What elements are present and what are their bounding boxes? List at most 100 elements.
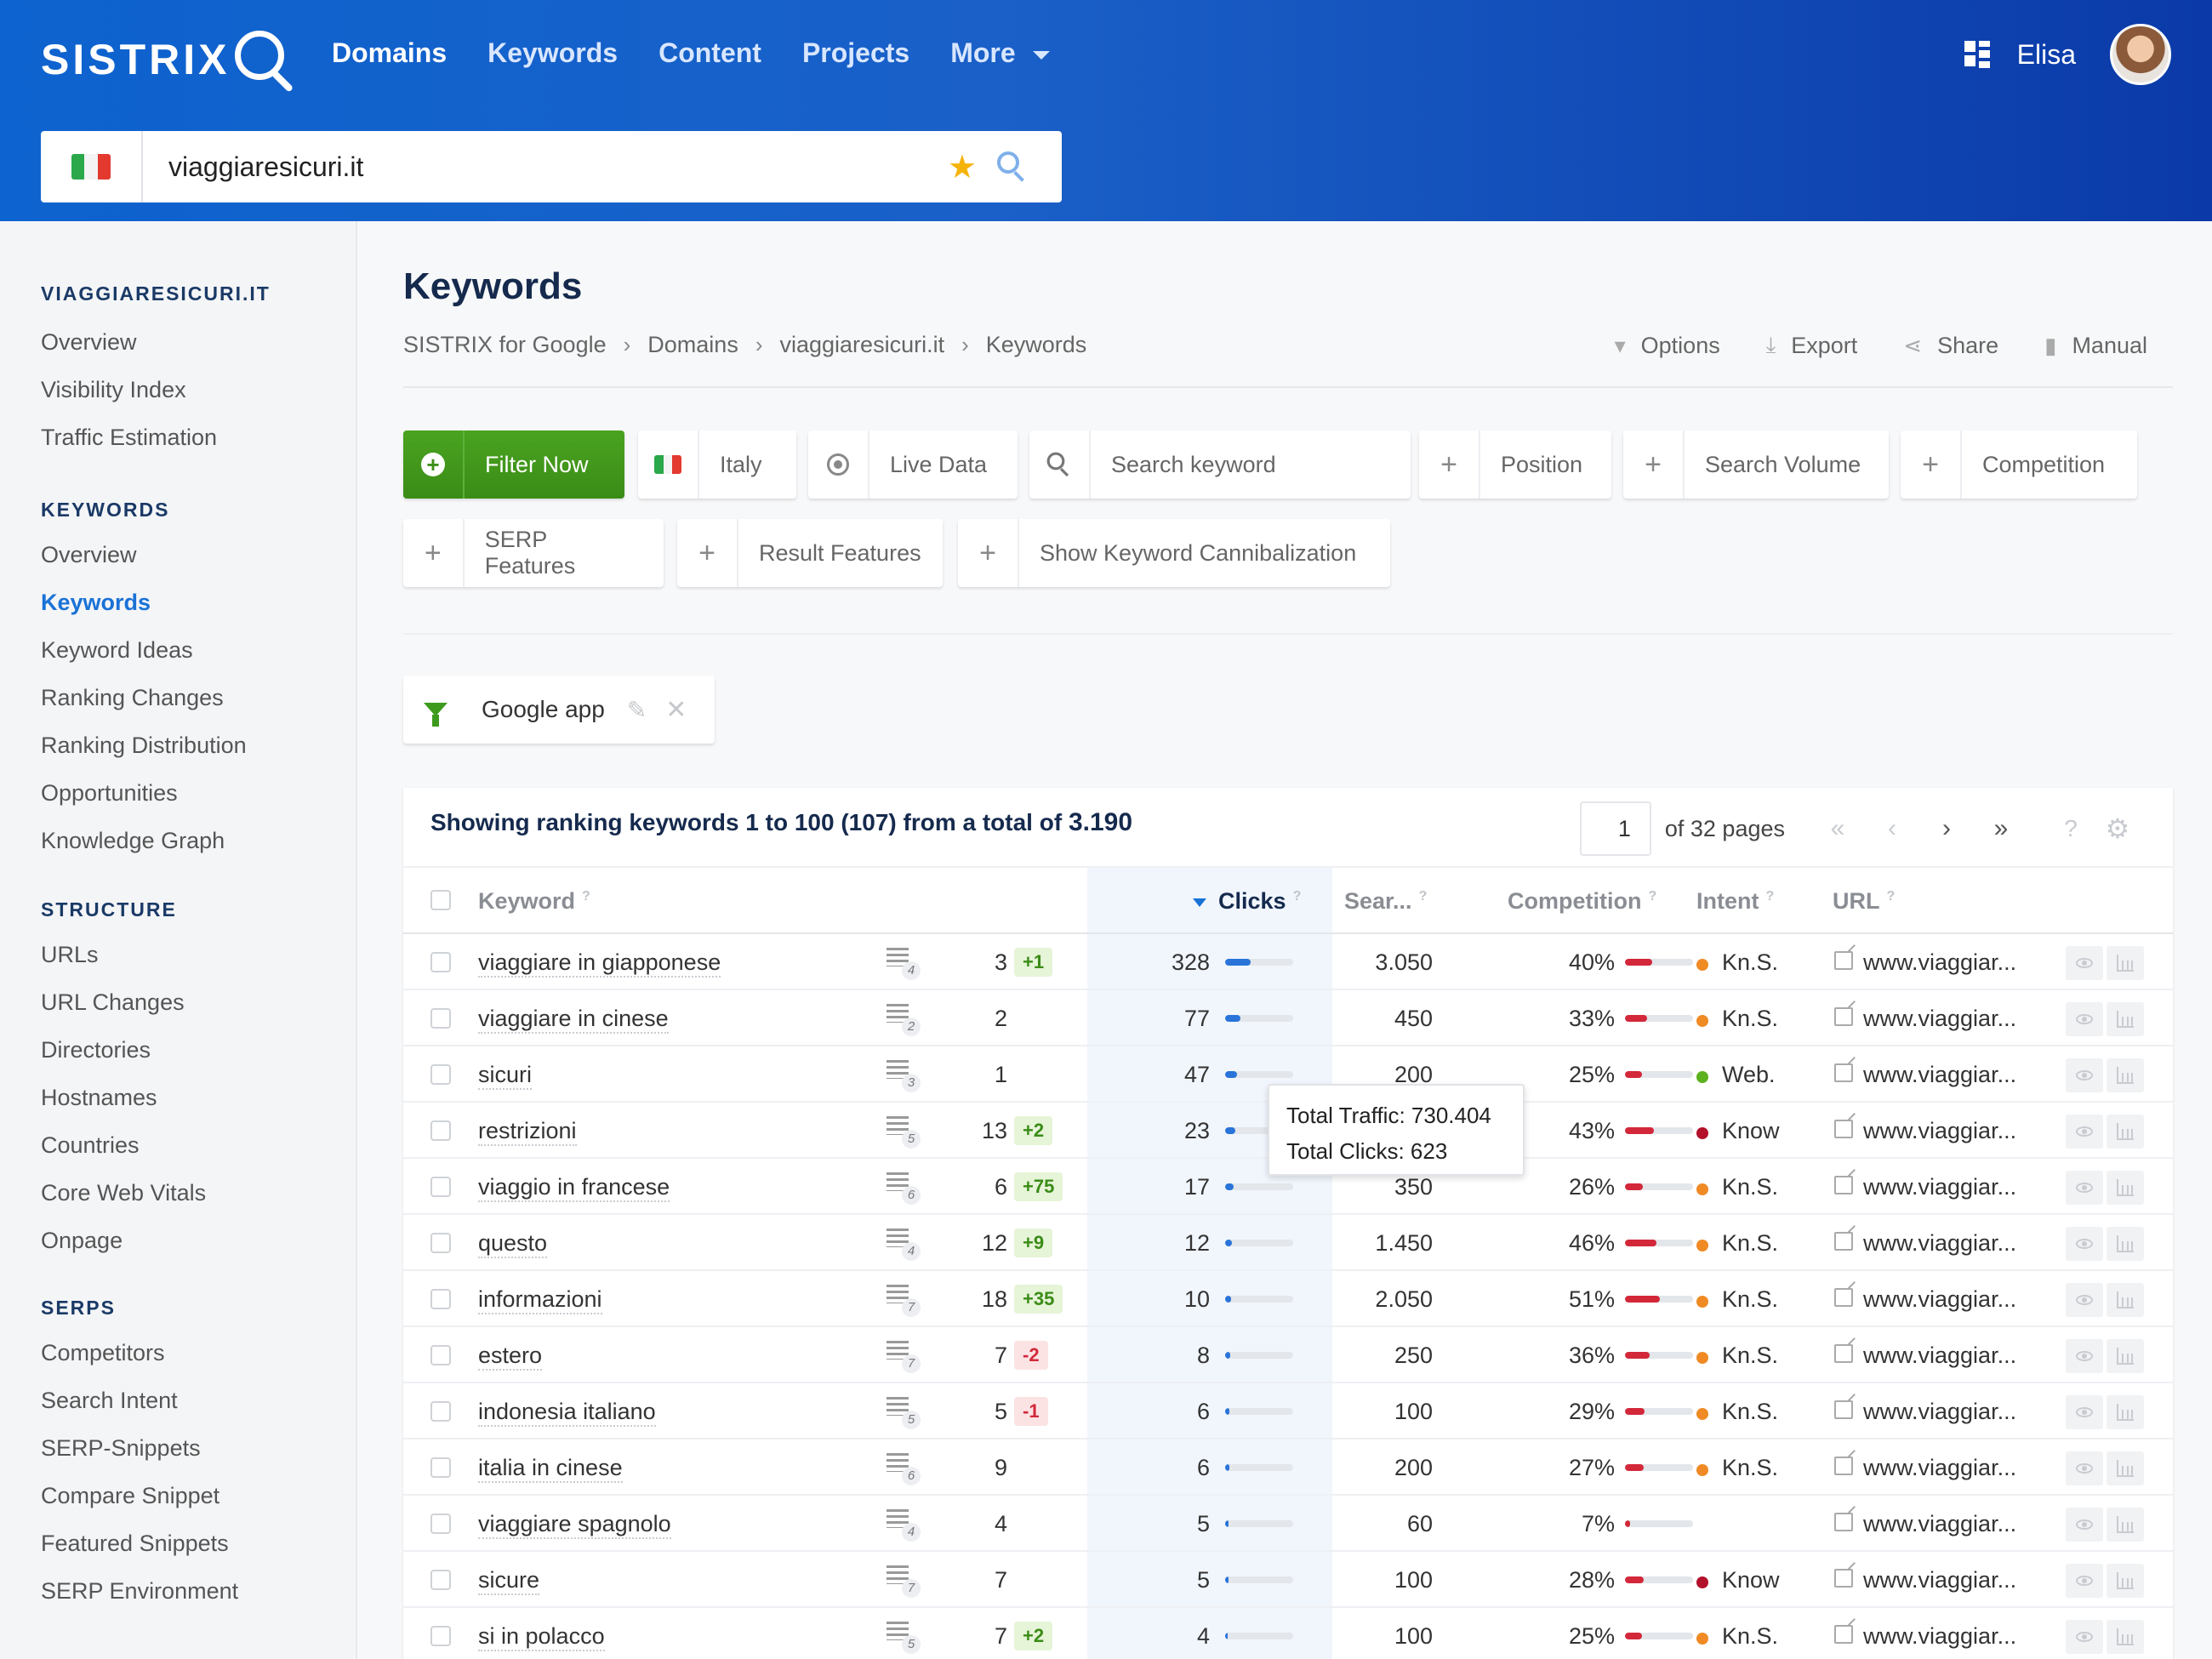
sidebar-item-directories[interactable]: Directories: [41, 1037, 151, 1063]
keyword-link[interactable]: si in polacco: [478, 1623, 605, 1651]
external-link-icon[interactable]: [1834, 1232, 1853, 1251]
competition-filter[interactable]: + Competition: [1901, 430, 2137, 499]
gear-icon[interactable]: ⚙: [2105, 813, 2130, 844]
sidebar-item-overview[interactable]: Overview: [41, 329, 137, 355]
serp-list-icon[interactable]: 4: [887, 1509, 924, 1543]
filter-now-button[interactable]: + Filter Now: [403, 430, 624, 499]
sidebar-item-competitors[interactable]: Competitors: [41, 1340, 165, 1365]
col-intent[interactable]: Intent?: [1696, 888, 1775, 914]
nav-projects[interactable]: Projects: [801, 37, 910, 68]
url-link[interactable]: www.viaggiar...: [1863, 949, 2017, 975]
serp-list-icon[interactable]: 5: [887, 1397, 924, 1431]
serp-list-icon[interactable]: 2: [887, 1004, 924, 1038]
edit-pencil-icon[interactable]: ✎: [626, 696, 647, 723]
serp-list-icon[interactable]: 5: [887, 1116, 924, 1150]
sidebar-item-compare-snippet[interactable]: Compare Snippet: [41, 1483, 220, 1508]
url-link[interactable]: www.viaggiar...: [1863, 1567, 2017, 1593]
manual-button[interactable]: ▮ Manual: [2044, 333, 2147, 359]
cannibalization-filter[interactable]: + Show Keyword Cannibalization: [958, 519, 1390, 587]
eye-icon[interactable]: [2066, 1115, 2103, 1149]
eye-icon[interactable]: [2066, 1395, 2103, 1429]
sidebar-item-opportunities[interactable]: Opportunities: [41, 780, 178, 806]
nav-more[interactable]: More: [950, 37, 1050, 69]
breadcrumb-item[interactable]: SISTRIX for Google: [403, 332, 607, 357]
eye-icon[interactable]: [2066, 1171, 2103, 1205]
sidebar-item-ranking-distribution[interactable]: Ranking Distribution: [41, 733, 247, 758]
next-page-icon[interactable]: ›: [1942, 814, 1951, 842]
chart-icon[interactable]: [2107, 946, 2144, 980]
serp-list-icon[interactable]: 7: [887, 1285, 924, 1319]
external-link-icon[interactable]: [1834, 1063, 1853, 1082]
live-data-toggle[interactable]: Live Data: [808, 430, 1018, 499]
chart-icon[interactable]: [2107, 1395, 2144, 1429]
eye-icon[interactable]: [2066, 1227, 2103, 1261]
url-link[interactable]: www.viaggiar...: [1863, 1006, 2017, 1031]
eye-icon[interactable]: [2066, 1564, 2103, 1598]
eye-icon[interactable]: [2066, 1002, 2103, 1036]
row-checkbox[interactable]: [430, 1008, 451, 1029]
sidebar-item-search-intent[interactable]: Search Intent: [41, 1388, 178, 1413]
breadcrumb-item[interactable]: Domains: [647, 332, 738, 357]
eye-icon[interactable]: [2066, 1620, 2103, 1654]
options-button[interactable]: ▾ Options: [1615, 333, 1720, 359]
chart-icon[interactable]: [2107, 1508, 2144, 1542]
row-checkbox[interactable]: [430, 1570, 451, 1590]
keyword-link[interactable]: sicuri: [478, 1062, 533, 1090]
sidebar-item-knowledge-graph[interactable]: Knowledge Graph: [41, 828, 225, 853]
serp-list-icon[interactable]: 7: [887, 1565, 924, 1599]
keyword-link[interactable]: italia in cinese: [478, 1455, 623, 1483]
external-link-icon[interactable]: [1834, 1120, 1853, 1138]
eye-icon[interactable]: [2066, 946, 2103, 980]
url-link[interactable]: www.viaggiar...: [1863, 1455, 2017, 1480]
keyword-link[interactable]: informazioni: [478, 1286, 602, 1314]
chart-icon[interactable]: [2107, 1227, 2144, 1261]
breadcrumb-item[interactable]: viaggiaresicuri.it: [779, 332, 945, 357]
keyword-link[interactable]: restrizioni: [478, 1118, 577, 1146]
external-link-icon[interactable]: [1834, 1513, 1853, 1531]
serp-list-icon[interactable]: 7: [887, 1341, 924, 1375]
eye-icon[interactable]: [2066, 1283, 2103, 1317]
sidebar-item-featured-snippets[interactable]: Featured Snippets: [41, 1531, 229, 1556]
nav-content[interactable]: Content: [658, 37, 761, 68]
external-link-icon[interactable]: [1834, 1400, 1853, 1419]
keyword-search[interactable]: Search keyword: [1029, 430, 1411, 499]
sidebar-item-serp-environment[interactable]: SERP Environment: [41, 1578, 239, 1604]
external-link-icon[interactable]: [1834, 1288, 1853, 1307]
sidebar-item-url-changes[interactable]: URL Changes: [41, 989, 185, 1015]
sidebar-item-onpage[interactable]: Onpage: [41, 1228, 123, 1253]
url-link[interactable]: www.viaggiar...: [1863, 1623, 2017, 1649]
url-link[interactable]: www.viaggiar...: [1863, 1286, 2017, 1312]
keyword-link[interactable]: viaggio in francese: [478, 1174, 670, 1202]
nav-domains[interactable]: Domains: [332, 37, 448, 68]
row-checkbox[interactable]: [430, 1345, 451, 1365]
help-icon[interactable]: ?: [2064, 815, 2078, 841]
serp-features-filter[interactable]: + SERP Features: [403, 519, 664, 587]
col-search-volume[interactable]: Sear...?: [1344, 888, 1428, 914]
url-link[interactable]: www.viaggiar...: [1863, 1062, 2017, 1087]
select-all-checkbox[interactable]: [430, 890, 451, 910]
row-checkbox[interactable]: [430, 1233, 451, 1253]
serp-list-icon[interactable]: 4: [887, 948, 924, 982]
first-page-icon[interactable]: «: [1830, 814, 1845, 842]
keyword-search-input[interactable]: Search keyword: [1111, 451, 1276, 477]
serp-list-icon[interactable]: 4: [887, 1229, 924, 1263]
col-keyword[interactable]: Keyword?: [478, 888, 590, 914]
apps-grid-icon[interactable]: [1964, 41, 1992, 68]
keyword-link[interactable]: indonesia italiano: [478, 1399, 656, 1427]
keyword-link[interactable]: viaggiare spagnolo: [478, 1511, 671, 1539]
row-checkbox[interactable]: [430, 1120, 451, 1141]
keyword-link[interactable]: viaggiare in cinese: [478, 1006, 669, 1034]
url-link[interactable]: www.viaggiar...: [1863, 1343, 2017, 1368]
url-link[interactable]: www.viaggiar...: [1863, 1174, 2017, 1200]
row-checkbox[interactable]: [430, 1289, 451, 1309]
chart-icon[interactable]: [2107, 1002, 2144, 1036]
serp-list-icon[interactable]: 5: [887, 1622, 924, 1656]
chart-icon[interactable]: [2107, 1620, 2144, 1654]
chart-icon[interactable]: [2107, 1171, 2144, 1205]
prev-page-icon[interactable]: ‹: [1888, 814, 1896, 842]
sidebar-item-hostnames[interactable]: Hostnames: [41, 1085, 157, 1110]
country-selector[interactable]: [41, 131, 143, 202]
row-checkbox[interactable]: [430, 1177, 451, 1197]
chart-icon[interactable]: [2107, 1564, 2144, 1598]
col-url[interactable]: URL?: [1833, 888, 1896, 914]
